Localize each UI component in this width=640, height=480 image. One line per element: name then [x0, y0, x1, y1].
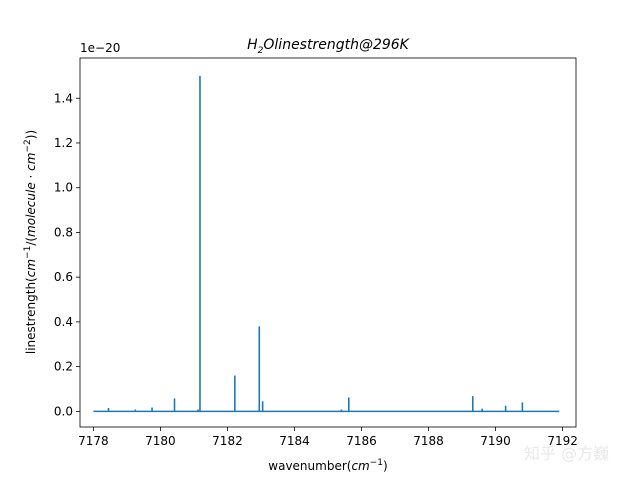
y-tick-label: 0.0 — [54, 404, 73, 418]
y-tick-label: 0.2 — [54, 360, 73, 374]
x-tick-label: 7192 — [547, 434, 578, 448]
y-tick-label: 1.0 — [54, 181, 73, 195]
x-axis-label: wavenumber(cm−1) — [268, 458, 387, 473]
x-tick-group: 7178 7180 7182 7184 7186 7188 7190 7192 — [78, 427, 578, 448]
y-axis-label: linestrength(cm−1/(molecule · cm−2)) — [23, 130, 38, 354]
x-tick-label: 7182 — [212, 434, 243, 448]
y-tick-group: 0.0 0.2 0.4 0.6 0.8 1.0 1.2 1.4 — [54, 91, 80, 418]
y-offset-text: 1e−20 — [80, 41, 120, 55]
y-tick-label: 1.4 — [54, 91, 73, 105]
watermark: 知乎 @方巍 — [524, 444, 609, 463]
y-tick-label: 0.4 — [54, 315, 73, 329]
x-tick-label: 7190 — [480, 434, 511, 448]
chart-title: H2Olinestrength@296K — [247, 37, 411, 56]
x-tick-label: 7180 — [145, 434, 176, 448]
x-tick-label: 7188 — [413, 434, 444, 448]
y-tick-label: 0.6 — [54, 270, 73, 284]
y-tick-label: 1.2 — [54, 136, 73, 150]
y-tick-label: 0.8 — [54, 225, 73, 239]
plot-frame — [79, 57, 577, 428]
x-tick-label: 7178 — [78, 434, 109, 448]
x-tick-label: 7186 — [346, 434, 377, 448]
x-tick-label: 7184 — [279, 434, 310, 448]
series-group — [93, 75, 560, 413]
